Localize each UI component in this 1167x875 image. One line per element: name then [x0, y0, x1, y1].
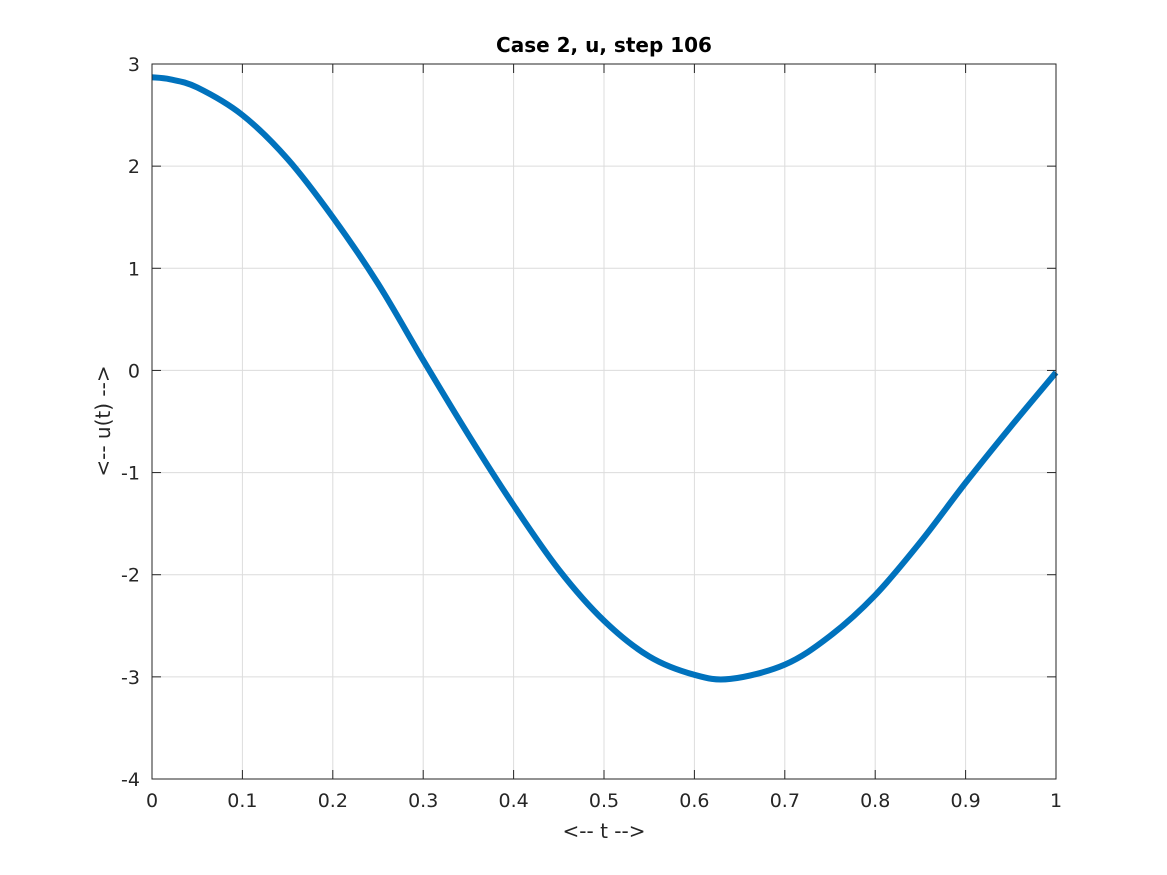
y-tick-labels: 3 2 1 0 -1 -2 -3 -4	[121, 54, 140, 791]
x-tick-label: 0.9	[950, 790, 980, 812]
x-tick-label: 0	[146, 790, 158, 812]
y-axis-label: <-- u(t) -->	[91, 365, 115, 476]
y-tick-label: -1	[121, 463, 140, 485]
x-axis-label: <-- t -->	[563, 819, 646, 843]
y-tick-label: -3	[121, 667, 140, 689]
x-tick-label: 0.8	[860, 790, 890, 812]
x-tick-label: 0.6	[679, 790, 709, 812]
series-line-u	[151, 74, 1059, 683]
series-layer	[151, 74, 1059, 683]
x-tick-label: 0.5	[589, 790, 619, 812]
grid	[151, 63, 1057, 780]
y-tick-label: 1	[128, 258, 140, 280]
y-tick-label: -2	[121, 565, 140, 587]
x-tick-label: 0.1	[227, 790, 257, 812]
y-tick-label: 0	[128, 360, 140, 382]
x-tick-labels: 0 0.1 0.2 0.3 0.4 0.5 0.6 0.7 0.8 0.9 1	[146, 790, 1062, 812]
y-tick-label: 2	[128, 156, 140, 178]
x-tick-label: 0.7	[770, 790, 800, 812]
x-tick-label: 0.3	[408, 790, 438, 812]
x-tick-label: 0.2	[318, 790, 348, 812]
x-tick-label: 1	[1050, 790, 1062, 812]
tick-marks	[151, 63, 1057, 780]
y-tick-label: 3	[128, 54, 140, 76]
y-tick-label: -4	[121, 769, 140, 791]
chart-title: Case 2, u, step 106	[496, 33, 712, 57]
x-tick-label: 0.4	[498, 790, 528, 812]
